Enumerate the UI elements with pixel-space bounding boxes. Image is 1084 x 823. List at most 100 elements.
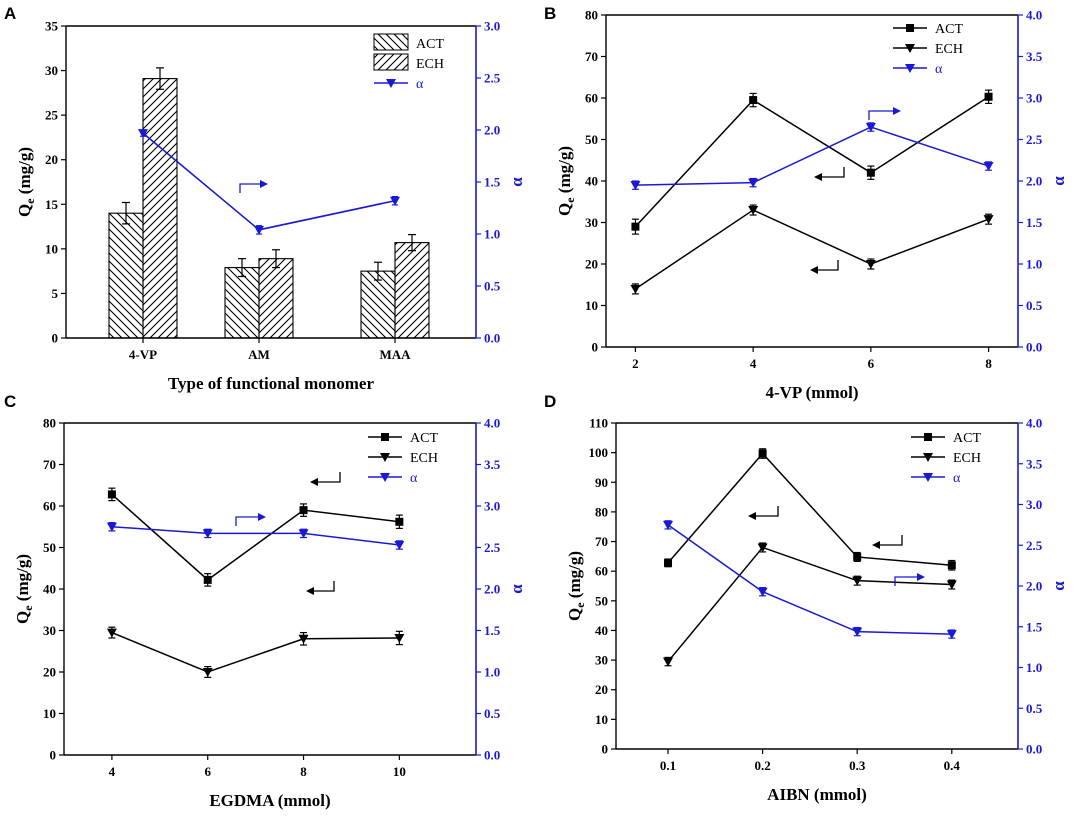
y-tick-label: 15	[45, 197, 59, 212]
x-tick-label: 8	[300, 764, 307, 779]
legend-item-ech: ECH	[373, 53, 444, 72]
x-tick-label: AM	[248, 347, 270, 362]
y2-tick-label: 2.0	[1026, 579, 1042, 594]
panel-letter-d: D	[544, 392, 557, 411]
act-line	[667, 452, 952, 567]
legend-marker	[381, 433, 389, 441]
arrow-line	[868, 110, 894, 120]
x-tick-label: 6	[868, 356, 875, 371]
ech-point	[630, 284, 641, 294]
ech-point	[757, 543, 768, 553]
ech-series	[663, 542, 957, 667]
act-series	[631, 89, 993, 235]
y2-tick-label: 0.0	[484, 331, 500, 346]
y-axis-left-ticks: 0 10 20 30 40 50 60 70 80	[585, 8, 606, 355]
ech-point	[852, 576, 863, 586]
alpha-series	[663, 520, 957, 640]
legend: ACT ECH α	[893, 22, 963, 77]
y-tick-label: 10	[585, 298, 598, 313]
act-point	[664, 558, 673, 567]
arrow-head	[917, 573, 925, 581]
y2-tick-label: 2.0	[1026, 174, 1042, 189]
y2-tick-label: 0.5	[484, 706, 501, 721]
y2-tick-label: 0.0	[484, 748, 500, 763]
ech-line	[635, 209, 989, 290]
panel-letter-c: C	[4, 392, 17, 411]
x-tick-label: MAA	[379, 347, 411, 362]
alpha-axis-arrow	[894, 573, 925, 586]
act-point	[749, 96, 758, 105]
y-tick-label: 20	[45, 152, 58, 167]
y2-tick-label: 3.0	[1026, 497, 1042, 512]
x-axis-ticks: 2 4 6 8	[632, 347, 992, 371]
alpha-axis-arrow	[235, 513, 266, 526]
act-series	[107, 487, 404, 587]
arrow-head	[748, 512, 756, 520]
x-axis-ticks: 0.1 0.2 0.3 0.4	[660, 749, 961, 773]
plot-frame	[605, 14, 1019, 348]
y-axis-left-ticks: 0 5 10 15 20 25 30 35	[45, 19, 66, 346]
legend-item-alpha: α	[893, 62, 943, 77]
bar-act	[360, 270, 396, 339]
alpha-point	[865, 123, 876, 133]
legend-item-alpha: α	[911, 471, 961, 486]
y2-tick-label: 2.0	[484, 582, 500, 597]
y-tick-label: 30	[595, 653, 608, 668]
alpha-point	[983, 162, 994, 172]
legend-label: α	[953, 471, 961, 486]
act-series	[664, 448, 956, 571]
arrow-line	[313, 581, 335, 592]
x-tick-label: 4	[750, 356, 757, 371]
y-tick-label: 0	[52, 331, 59, 346]
arrow-head	[258, 513, 266, 521]
y2-axis-title: α	[1049, 176, 1068, 186]
y-tick-label: 40	[595, 623, 608, 638]
legend-marker	[906, 24, 914, 32]
act-point	[947, 561, 956, 570]
x-tick-label: 0.1	[660, 758, 676, 773]
y-tick-label: 25	[45, 108, 59, 123]
y2-tick-label: 0.5	[1026, 298, 1043, 313]
legend-item-ech: ECH	[911, 451, 981, 466]
alpha-line	[635, 126, 989, 186]
y-tick-label: 80	[595, 504, 608, 519]
y2-axis-title: α	[507, 584, 526, 594]
x-tick-label: 0.4	[944, 758, 961, 773]
arrow-line	[821, 167, 845, 178]
arrow-line	[239, 183, 261, 193]
x-tick-label: 6	[204, 764, 211, 779]
legend-item-act: ACT	[373, 33, 444, 52]
chart-panel-c: 0 10 20 30 40 50 60 70 80 0.0 0.5 1.0 1.5 2.0 2.5 3.0 3.…	[13, 416, 526, 811]
alpha-axis-arrow	[868, 107, 901, 120]
y-axis-title: Qe (mg/g)	[555, 146, 577, 216]
act-point	[631, 222, 640, 231]
y-tick-label: 10	[595, 712, 608, 727]
ech-line	[111, 631, 400, 673]
y2-tick-label: 4.0	[1026, 416, 1042, 431]
legend-item-ech: ECH	[893, 42, 963, 57]
alpha-point	[394, 541, 405, 551]
y-tick-label: 10	[43, 706, 56, 721]
y2-tick-label: 2.5	[1026, 132, 1043, 147]
y-axis-left-ticks: 0 10 20 30 40 50 60 70 80 90 100 110	[589, 416, 616, 757]
y-tick-label: 110	[589, 416, 608, 431]
chart-panel-d: 0 10 20 30 40 50 60 70 80 90 100 110 0.0 0.5 1.0 1.5 2.0…	[565, 416, 1068, 805]
y2-tick-label: 2.5	[1026, 538, 1043, 553]
x-tick-label: 10	[393, 764, 406, 779]
y-axis-title: Qe (mg/g)	[13, 554, 35, 624]
y-tick-label: 5	[52, 286, 59, 301]
x-tick-label: 8	[985, 356, 992, 371]
ech-point	[202, 668, 213, 677]
y-tick-label: 50	[595, 593, 608, 608]
y2-tick-label: 3.5	[1026, 49, 1043, 64]
alpha-series	[630, 122, 994, 191]
y2-tick-label: 1.5	[484, 623, 501, 638]
y2-tick-label: 2.5	[484, 71, 501, 86]
alpha-point	[106, 522, 117, 532]
y2-tick-label: 0.0	[1026, 340, 1042, 355]
legend-label: ECH	[953, 451, 981, 466]
bar-error-bar	[272, 249, 280, 269]
legend-marker	[905, 64, 915, 73]
bar-error-bar	[238, 258, 246, 278]
alpha-point	[202, 529, 213, 539]
